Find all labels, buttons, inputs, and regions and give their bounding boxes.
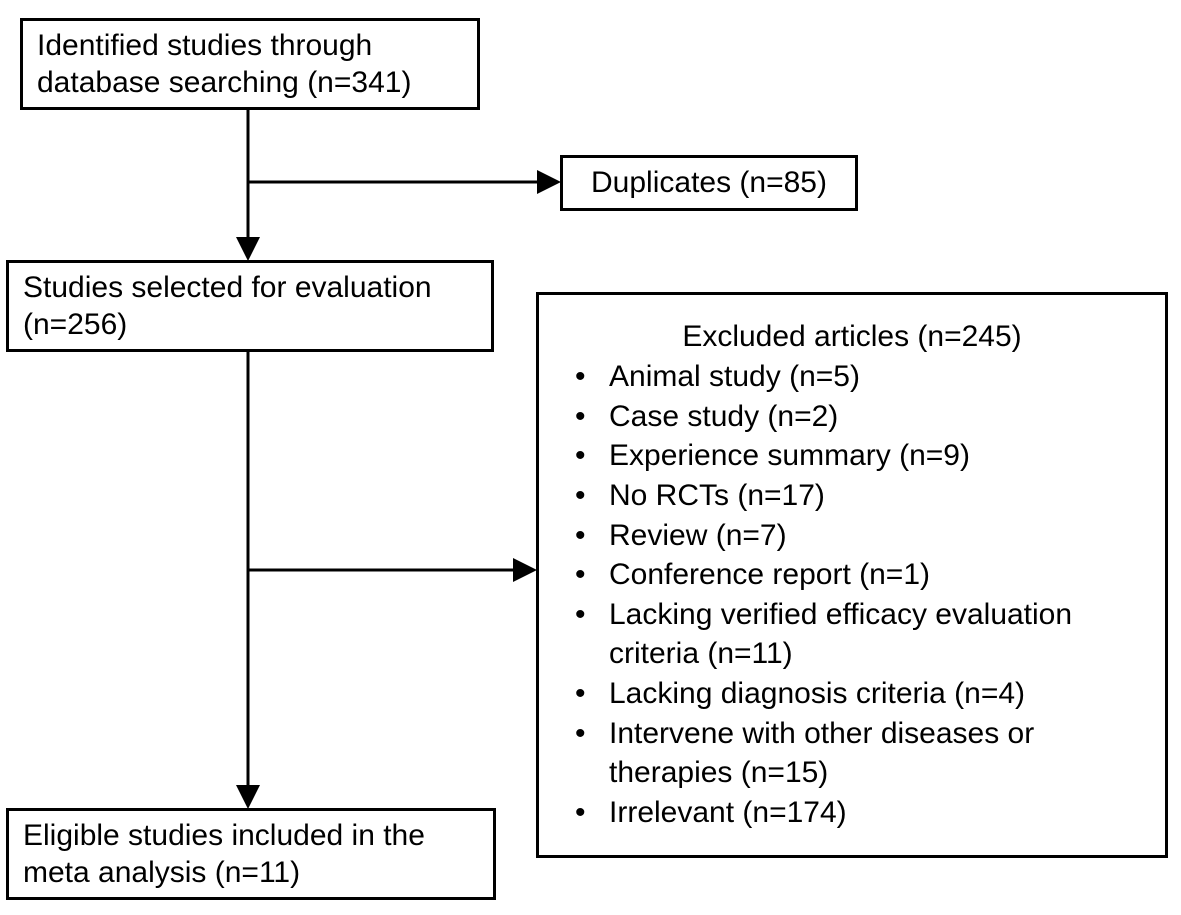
node-eligible: Eligible studies included in the meta an… xyxy=(6,808,496,900)
excluded-item: Case study (n=2) xyxy=(553,397,1151,437)
node-identified-label-2: database searching (n=341) xyxy=(37,64,463,102)
excluded-item: Review (n=7) xyxy=(553,516,1151,556)
node-eligible-label-2: meta analysis (n=11) xyxy=(23,854,479,892)
excluded-item: Animal study (n=5) xyxy=(553,357,1151,397)
node-identified-label: Identified studies through xyxy=(37,27,463,65)
node-eligible-label: Eligible studies included in the xyxy=(23,817,479,855)
excluded-item: No RCTs (n=17) xyxy=(553,476,1151,516)
node-identified: Identified studies through database sear… xyxy=(20,18,480,110)
excluded-item: Lacking diagnosis criteria (n=4) xyxy=(553,674,1151,714)
excluded-title: Excluded articles (n=245) xyxy=(553,318,1151,356)
node-duplicates: Duplicates (n=85) xyxy=(560,155,858,211)
excluded-reasons-list: Animal study (n=5) Case study (n=2) Expe… xyxy=(553,357,1151,832)
excluded-item: Conference report (n=1) xyxy=(553,555,1151,595)
excluded-item: Lacking verified efficacy evaluation cri… xyxy=(553,595,1151,674)
node-duplicates-label: Duplicates (n=85) xyxy=(577,164,841,202)
excluded-item: Intervene with other diseases or therapi… xyxy=(553,714,1151,793)
excluded-item: Experience summary (n=9) xyxy=(553,436,1151,476)
node-selected-label-2: (n=256) xyxy=(23,306,477,344)
excluded-item: Irrelevant (n=174) xyxy=(553,793,1151,833)
node-selected: Studies selected for evaluation (n=256) xyxy=(6,260,494,352)
node-selected-label: Studies selected for evaluation xyxy=(23,269,477,307)
node-excluded: Excluded articles (n=245) Animal study (… xyxy=(536,292,1168,858)
